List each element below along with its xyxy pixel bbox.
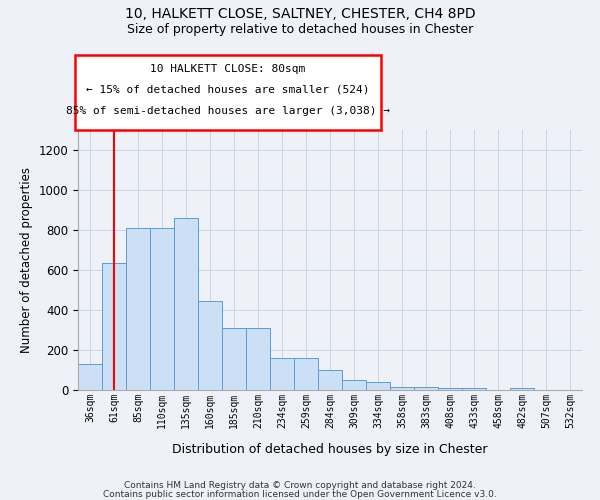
Bar bbox=[150, 228, 174, 390]
Bar bbox=[342, 380, 366, 390]
Bar bbox=[390, 387, 414, 390]
Text: 10, HALKETT CLOSE, SALTNEY, CHESTER, CH4 8PD: 10, HALKETT CLOSE, SALTNEY, CHESTER, CH4… bbox=[125, 8, 475, 22]
Bar bbox=[318, 370, 342, 390]
Text: Contains public sector information licensed under the Open Government Licence v3: Contains public sector information licen… bbox=[103, 490, 497, 499]
Text: 85% of semi-detached houses are larger (3,038) →: 85% of semi-detached houses are larger (… bbox=[66, 106, 390, 117]
Bar bbox=[222, 328, 246, 390]
Bar bbox=[198, 301, 222, 390]
Text: Distribution of detached houses by size in Chester: Distribution of detached houses by size … bbox=[172, 442, 488, 456]
Bar bbox=[246, 328, 270, 390]
Bar bbox=[270, 358, 294, 390]
Bar bbox=[462, 388, 486, 390]
Bar bbox=[366, 382, 390, 390]
Text: Size of property relative to detached houses in Chester: Size of property relative to detached ho… bbox=[127, 22, 473, 36]
Bar bbox=[414, 387, 438, 390]
Bar bbox=[510, 388, 534, 390]
Bar bbox=[102, 263, 126, 390]
Y-axis label: Number of detached properties: Number of detached properties bbox=[20, 167, 33, 353]
Bar bbox=[438, 388, 462, 390]
Text: Contains HM Land Registry data © Crown copyright and database right 2024.: Contains HM Land Registry data © Crown c… bbox=[124, 481, 476, 490]
Bar bbox=[78, 364, 102, 390]
Text: ← 15% of detached houses are smaller (524): ← 15% of detached houses are smaller (52… bbox=[86, 85, 370, 95]
Bar bbox=[294, 358, 318, 390]
Bar bbox=[174, 218, 198, 390]
Bar bbox=[126, 228, 150, 390]
Text: 10 HALKETT CLOSE: 80sqm: 10 HALKETT CLOSE: 80sqm bbox=[151, 64, 305, 74]
